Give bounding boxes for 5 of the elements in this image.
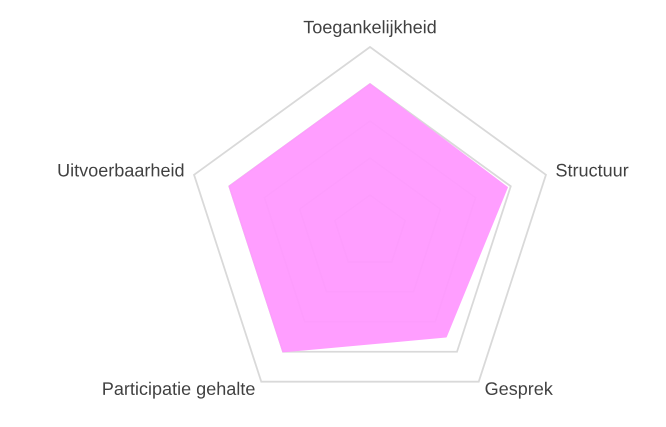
spoke-label: Uitvoerbaarheid [58, 163, 184, 177]
spoke-label: Structuur [556, 164, 628, 177]
spoke-label: Toegankelijkheid [304, 20, 436, 37]
spoke-label: Gesprek [486, 382, 553, 399]
spoke-label: Participatie gehalte [103, 382, 255, 399]
